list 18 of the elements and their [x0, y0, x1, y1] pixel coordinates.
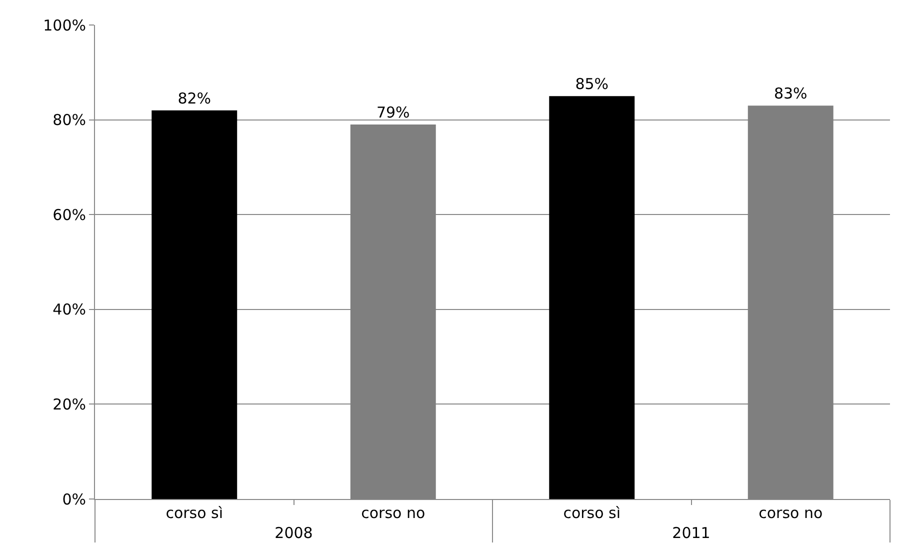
data-label: 85% — [575, 75, 609, 94]
x-tick-label: corso no — [361, 504, 426, 522]
text: 2008 — [274, 524, 313, 542]
y-tick-label: 20% — [52, 395, 86, 414]
y-tick-label: 0% — [62, 490, 86, 508]
data-label: 79% — [376, 104, 410, 122]
x-tick-label: corso no — [758, 504, 823, 522]
x-tick-label: corso sì — [563, 504, 621, 522]
y-tick-label: 60% — [52, 206, 86, 224]
y-tick-label: 40% — [52, 300, 86, 319]
bar — [152, 110, 238, 499]
bar — [549, 96, 635, 499]
data-label: 83% — [774, 84, 808, 103]
x-tick-label: corso sì — [166, 504, 224, 522]
data-label: 82% — [178, 89, 212, 108]
text: 2011 — [672, 524, 710, 542]
y-tick-label: 100% — [43, 16, 86, 34]
y-tick-label: 80% — [52, 111, 86, 130]
